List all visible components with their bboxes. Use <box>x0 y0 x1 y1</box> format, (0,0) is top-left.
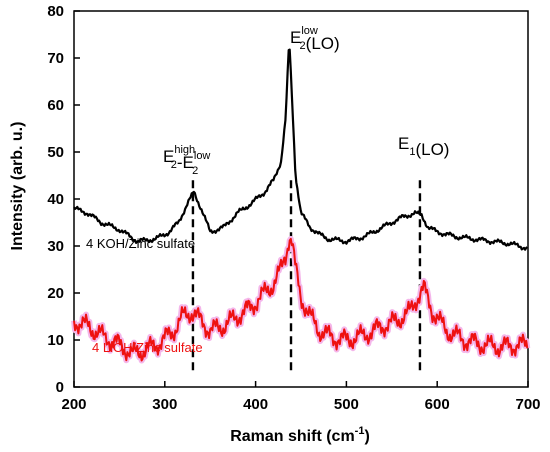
x-axis-title-main: Raman shift (cm <box>230 428 354 445</box>
y-tick-label: 40 <box>47 191 64 208</box>
x-axis-title-tail: ) <box>364 428 369 445</box>
series-line-lioh <box>73 237 529 362</box>
annot-symbol: E <box>183 153 194 172</box>
annot-sup: low <box>301 25 318 37</box>
y-tick-label: 50 <box>47 144 64 161</box>
annot-tail: (LO) <box>306 34 340 53</box>
annot-sup: high <box>174 144 195 156</box>
peak-annotation: E1(LO) <box>398 134 449 159</box>
peak-annotation: Ehigh 2-Elow 2 <box>163 144 210 177</box>
series-lines <box>71 48 531 364</box>
annot-sub: 2 <box>171 159 177 171</box>
axis-ticks: 200 300 400 500 600 700 0 10 20 30 40 50 60 70 80 <box>47 3 540 413</box>
y-tick-label: 10 <box>47 332 64 349</box>
x-tick-label: 300 <box>152 396 177 413</box>
x-axis-title-sup: -1 <box>355 425 365 437</box>
annot-sup: low <box>194 150 211 162</box>
y-tick-label: 70 <box>47 50 64 67</box>
annot-sub: 2 <box>192 165 198 177</box>
x-tick-label: 500 <box>334 396 359 413</box>
annot-tail: (LO) <box>415 140 449 159</box>
series-line-koh <box>73 48 528 251</box>
x-tick-label: 600 <box>425 396 450 413</box>
y-tick-label: 80 <box>47 3 64 20</box>
y-tick-label: 0 <box>56 379 64 396</box>
annot-sub: 2 <box>300 40 306 52</box>
y-axis-title: Intensity (arb. u.) <box>9 122 26 251</box>
x-tick-label: 400 <box>243 396 268 413</box>
y-tick-label: 60 <box>47 97 64 114</box>
y-tick-label: 20 <box>47 285 64 302</box>
series-label-koh: 4 KOH/Zinc sulfate <box>86 236 195 251</box>
peak-markers <box>191 180 422 373</box>
peak-annotation: Elow 2(LO) <box>290 25 340 53</box>
annot-sub: 1 <box>409 146 415 158</box>
annot-symbol: E <box>163 147 174 166</box>
x-tick-label: 200 <box>61 396 86 413</box>
annot-symbol: E <box>398 134 409 153</box>
y-tick-label: 30 <box>47 238 64 255</box>
annot-symbol: E <box>290 28 301 47</box>
x-tick-label: 700 <box>515 396 540 413</box>
annot-dash: - <box>177 153 183 172</box>
x-axis-title: Raman shift (cm-1) <box>230 425 370 445</box>
series-label-lioh: 4 LiOH/Zinc sulfate <box>92 340 203 355</box>
